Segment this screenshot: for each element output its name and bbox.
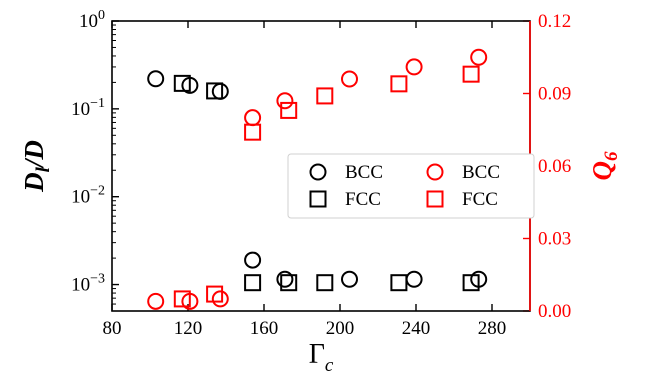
y-left-tick-label: 10−1	[71, 96, 105, 120]
red-square-marker	[462, 65, 480, 83]
black-circle-marker	[276, 270, 294, 288]
y-right-tick-labels: 0.00 0.03 0.06 0.09 0.12	[538, 11, 571, 322]
data-markers	[147, 48, 488, 310]
black-square-marker	[206, 82, 224, 100]
x-tick-label: 120	[174, 318, 203, 339]
legend: BCC BCC FCC FCC	[287, 153, 535, 219]
black-square-marker	[390, 274, 408, 292]
x-axis-title: Γc	[309, 339, 334, 373]
red-square-marker	[244, 123, 262, 141]
red-square-marker	[280, 101, 298, 119]
legend-square-marker	[426, 190, 444, 208]
x-tick-labels: 80 120 160 200 240 280	[103, 318, 507, 339]
black-circle-marker	[147, 70, 165, 88]
y-right-tick-label: 0.09	[538, 84, 571, 105]
x-tick-label: 240	[402, 318, 431, 339]
y-left-tick-label: 100	[79, 8, 105, 32]
x-tick-label: 80	[103, 318, 122, 339]
red-circle-marker	[470, 48, 488, 66]
black-square-marker	[462, 274, 480, 292]
red-square-marker	[390, 75, 408, 93]
y-right-axis-title: Q6	[587, 151, 622, 181]
red-circle-marker	[244, 109, 262, 127]
legend-circle-marker	[309, 163, 327, 181]
black-square-marker	[173, 74, 191, 92]
legend-label: BCC	[345, 162, 383, 183]
black-circle-marker	[341, 270, 358, 288]
red-circle-marker	[147, 292, 165, 310]
black-square-marker	[280, 274, 298, 292]
legend-circle-marker	[426, 163, 444, 181]
y-right-tick-label: 0.12	[538, 11, 571, 32]
black-square-marker	[244, 274, 262, 292]
y-right-tick-label: 0.00	[538, 301, 571, 322]
red-circle-marker	[341, 70, 358, 88]
black-circle-marker	[405, 270, 423, 288]
legend-label: FCC	[462, 189, 498, 210]
black-circle-marker	[211, 82, 229, 100]
red-circle-marker	[405, 58, 423, 76]
x-tick-label: 160	[250, 318, 279, 339]
legend-square-marker	[309, 190, 327, 208]
x-tick-label: 280	[478, 318, 507, 339]
y-right-tick-label: 0.06	[538, 156, 571, 177]
red-square-marker	[206, 285, 224, 303]
x-tick-label: 200	[326, 318, 355, 339]
y-left-tick-label: 10−3	[71, 272, 105, 296]
black-circle-marker	[244, 251, 262, 269]
red-square-marker	[173, 290, 191, 308]
black-square-marker	[316, 274, 334, 292]
legend-box	[287, 153, 535, 219]
red-circle-marker	[276, 92, 294, 110]
red-square-marker	[316, 87, 334, 105]
legend-label: BCC	[462, 162, 500, 183]
y-left-axis-title: Dl/D	[19, 140, 54, 193]
red-circle-marker	[211, 290, 229, 308]
legend-label: FCC	[345, 189, 381, 210]
y-left-tick-labels: 10−3 10−2 10−1 100	[71, 8, 105, 296]
y-left-tick-label: 10−2	[71, 184, 105, 208]
y-right-tick-label: 0.03	[538, 229, 571, 250]
